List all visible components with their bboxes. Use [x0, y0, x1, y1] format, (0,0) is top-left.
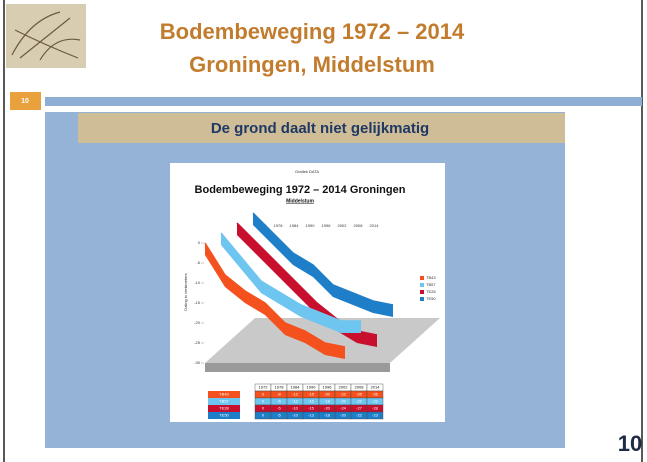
legend-swatch — [420, 297, 424, 301]
table-value: -22 — [340, 392, 347, 397]
table-value: -13 — [308, 413, 315, 418]
table-row-label-bg — [208, 398, 240, 405]
x-tick-label: 2008 — [354, 223, 364, 228]
table-header: 1978 — [275, 385, 285, 390]
table-header: 1984 — [291, 385, 301, 390]
legend-label: TE28 — [426, 289, 436, 294]
table-value: -8 — [277, 392, 281, 397]
y-tick-label: -20 — [194, 320, 201, 325]
x-tick-label: 2002 — [338, 223, 348, 228]
table-value: -15 — [308, 406, 315, 411]
table-row-label: TB57 — [219, 399, 229, 404]
table-row-label: TE28 — [219, 406, 229, 411]
chart-title: Bodembeweging 1972 – 2014 Groningen — [195, 184, 406, 196]
ribbon-edge — [204, 242, 346, 348]
table-header: 2008 — [355, 385, 365, 390]
y-tick-label: -30 — [194, 360, 201, 365]
table-value: 0 — [262, 406, 265, 411]
section-title: De grond daalt niet gelijkmatig — [211, 120, 429, 137]
logo — [6, 4, 86, 68]
table-value: -28 — [372, 406, 379, 411]
title: Bodembeweging 1972 – 2014 — [160, 19, 465, 44]
table-value: -12 — [292, 399, 299, 404]
table-value: 0 — [262, 413, 265, 418]
table-value: -20 — [340, 413, 347, 418]
legend-swatch — [420, 290, 424, 294]
table-header: 1972 — [259, 385, 269, 390]
table-value: -23 — [372, 413, 379, 418]
table-value: -6 — [277, 399, 281, 404]
table-value: -22 — [372, 399, 379, 404]
chart-subtitle: Middelstum — [286, 198, 314, 204]
table-header: 2002 — [339, 385, 349, 390]
floor — [205, 318, 440, 363]
table-row-label-bg — [208, 405, 240, 412]
x-tick-label: 1978 — [274, 223, 284, 228]
table-value: -18 — [324, 399, 331, 404]
floor-edge — [205, 363, 390, 372]
legend-label: TE50 — [426, 296, 436, 301]
x-tick-label: 2014 — [370, 223, 380, 228]
legend-label: TB43 — [426, 275, 436, 280]
y-tick-label: -25 — [194, 340, 201, 345]
table-value: -22 — [356, 399, 363, 404]
legend-swatch — [420, 276, 424, 280]
table-value: 0 — [262, 392, 265, 397]
table-value: -20 — [340, 399, 347, 404]
table-row-label: TB43 — [219, 392, 229, 397]
ribbon-fill — [205, 243, 345, 359]
y-tick-label: -10 — [194, 280, 201, 285]
chart: 0 -5 -10 -15 -20 -25 -30 1972 1978 1984 1990 1996 20… — [194, 212, 436, 420]
table-value: -24 — [340, 406, 347, 411]
table-value: -10 — [292, 413, 299, 418]
table-value: -26 — [372, 392, 379, 397]
badge-text: 10 — [21, 98, 29, 105]
ribbon-fill — [237, 223, 377, 347]
table-value: -15 — [308, 399, 315, 404]
y-tick-label: -5 — [196, 260, 200, 265]
badge — [10, 92, 41, 110]
table-value: -20 — [324, 392, 331, 397]
y-label: Daling in centimeters — [183, 273, 188, 310]
header-bar — [45, 97, 642, 106]
table-row-label-bg — [208, 412, 240, 419]
x-tick-label: 1990 — [306, 223, 316, 228]
y-tick-label: -15 — [194, 300, 201, 305]
table-value: -15 — [308, 392, 315, 397]
table-header: 1996 — [323, 385, 333, 390]
legend-label: TB57 — [426, 282, 436, 287]
table-row-label: TE50 — [219, 413, 229, 418]
legend-swatch — [420, 283, 424, 287]
table-cell — [366, 411, 384, 420]
table-value: -12 — [292, 392, 299, 397]
table-value: -25 — [356, 392, 363, 397]
table-value: -20 — [324, 406, 331, 411]
x-tick-label: 1996 — [322, 223, 332, 228]
x-tick-label: 1984 — [290, 223, 300, 228]
table-value: -27 — [356, 406, 363, 411]
ribbon-fill — [253, 213, 393, 317]
table-value: 0 — [262, 399, 265, 404]
subtitle: Groningen, Middelstum — [189, 52, 435, 77]
chart-caption: Grafiek DATA — [295, 169, 319, 174]
table-row-label-bg — [208, 391, 240, 398]
table-value: -10 — [292, 406, 299, 411]
ribbon-edge — [252, 212, 394, 306]
y-tick-label: 0 — [198, 240, 201, 245]
table-value: -22 — [356, 413, 363, 418]
ribbon-edge — [220, 232, 361, 322]
slide-number: 10 — [618, 431, 642, 456]
table-value: -5 — [277, 413, 281, 418]
table-header: 1990 — [307, 385, 317, 390]
ribbon-fill — [221, 233, 361, 333]
table-header: 2014 — [371, 385, 381, 390]
section-bar — [78, 113, 565, 143]
table-value: -18 — [324, 413, 331, 418]
table-value: -5 — [277, 406, 281, 411]
